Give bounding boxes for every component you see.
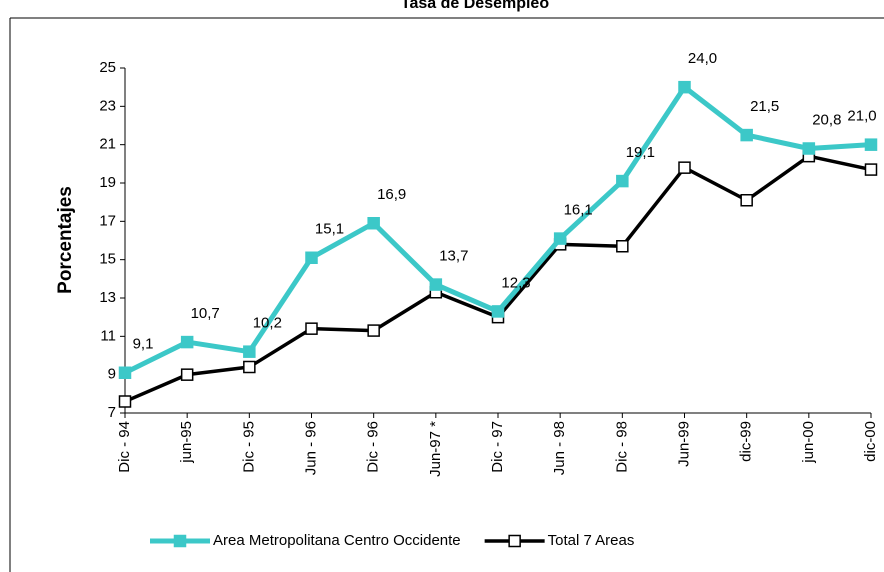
point bbox=[678, 80, 691, 94]
x-tick-label: Dic - 94 bbox=[116, 421, 133, 473]
point bbox=[243, 360, 256, 374]
y-tick-label: 25 bbox=[99, 59, 116, 76]
y-tick-label: 9 bbox=[108, 366, 116, 383]
data-label: 13,7 bbox=[439, 248, 468, 265]
data-label: 16,9 bbox=[377, 186, 406, 203]
x-tick-label: Jun-99 bbox=[675, 421, 692, 467]
x-tick-label: jun-95 bbox=[178, 421, 195, 464]
series-line bbox=[123, 84, 872, 375]
y-tick-label: 15 bbox=[99, 251, 116, 268]
data-label: 20,8 bbox=[812, 111, 841, 128]
point bbox=[616, 240, 629, 253]
y-tick-label: 11 bbox=[100, 327, 116, 344]
point bbox=[180, 335, 194, 349]
legend-label: Area Metropolitana Centro Occidente bbox=[213, 532, 461, 549]
x-tick-label: jun-00 bbox=[800, 421, 817, 464]
x-tick-label: Jun - 96 bbox=[302, 421, 319, 475]
point bbox=[243, 345, 256, 358]
y-tick-label: 21 bbox=[99, 136, 116, 153]
point bbox=[678, 161, 691, 174]
point bbox=[180, 368, 194, 381]
data-label: 9,1 bbox=[133, 336, 154, 353]
data-label: 10,2 bbox=[253, 315, 282, 332]
data-label: 16,1 bbox=[564, 202, 593, 219]
point bbox=[305, 251, 318, 264]
point bbox=[429, 278, 443, 291]
point bbox=[740, 194, 753, 207]
series-line bbox=[124, 154, 872, 404]
legend-marker bbox=[508, 534, 521, 548]
point bbox=[491, 305, 505, 318]
data-label: 21,0 bbox=[847, 108, 876, 125]
y-tick-label: 23 bbox=[99, 97, 116, 114]
point bbox=[802, 142, 816, 155]
point bbox=[305, 322, 318, 335]
x-tick-label: Jun - 98 bbox=[551, 421, 568, 475]
point bbox=[553, 232, 567, 245]
data-label: 19,1 bbox=[626, 144, 655, 161]
data-label: 21,5 bbox=[750, 98, 779, 115]
x-tick-label: dic-99 bbox=[738, 421, 755, 462]
y-tick-label: 13 bbox=[99, 289, 116, 306]
x-tick-label: Dic - 96 bbox=[365, 421, 382, 473]
legend-marker bbox=[173, 534, 187, 548]
point bbox=[740, 128, 753, 142]
y-tick-label: 17 bbox=[99, 212, 116, 229]
legend-label: Total 7 Areas bbox=[548, 532, 635, 549]
data-label: 12,3 bbox=[501, 274, 530, 291]
point bbox=[118, 366, 132, 379]
point bbox=[864, 163, 878, 176]
x-tick-label: Dic - 97 bbox=[489, 421, 506, 473]
point bbox=[864, 138, 878, 151]
data-label: 15,1 bbox=[315, 221, 344, 238]
chart-title: Tasa de Desempleo bbox=[401, 0, 549, 12]
x-tick-label: Jun-97 * bbox=[427, 421, 444, 477]
y-axis-label: Porcentajes bbox=[55, 186, 76, 294]
point bbox=[616, 174, 629, 188]
y-tick-label: 7 bbox=[108, 404, 116, 421]
x-tick-label: dic-00 bbox=[862, 421, 879, 462]
point bbox=[367, 217, 380, 230]
point bbox=[367, 324, 380, 337]
x-tick-label: Dic - 95 bbox=[240, 421, 257, 473]
y-tick-label: 19 bbox=[99, 174, 116, 191]
x-tick-label: Dic - 98 bbox=[613, 421, 630, 473]
data-label: 24,0 bbox=[688, 50, 717, 67]
point bbox=[118, 395, 132, 408]
data-label: 10,7 bbox=[191, 305, 220, 322]
